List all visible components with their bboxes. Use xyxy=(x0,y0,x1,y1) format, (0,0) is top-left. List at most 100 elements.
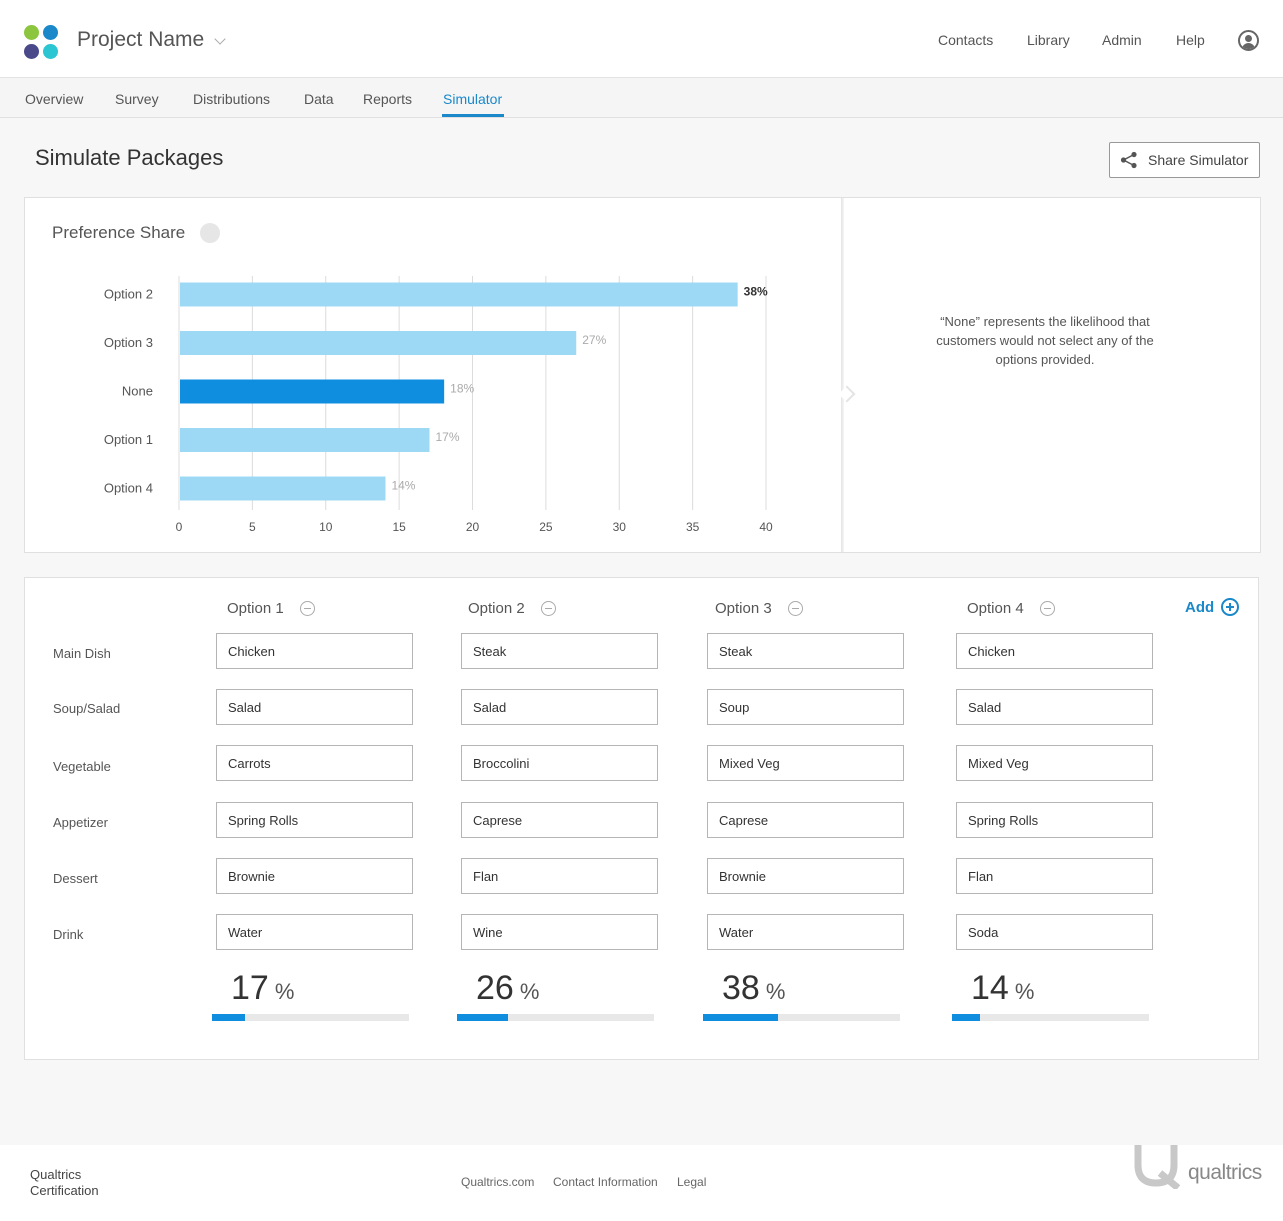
share-simulator-button[interactable]: Share Simulator xyxy=(1109,142,1260,178)
nav-admin[interactable]: Admin xyxy=(1102,32,1142,48)
top-bar: Project Name Contacts Library Admin Help xyxy=(0,0,1283,78)
attribute-dropdown[interactable]: Salad xyxy=(956,689,1153,725)
share-progress-fill xyxy=(457,1014,509,1021)
option-header: Option 4 xyxy=(967,600,1055,617)
option-title: Option 3 xyxy=(715,600,772,617)
tab-reports[interactable]: Reports xyxy=(363,91,413,107)
tab-data[interactable]: Data xyxy=(304,91,334,107)
attribute-dropdown[interactable]: Mixed Veg xyxy=(707,745,904,781)
attribute-dropdown[interactable]: Mixed Veg xyxy=(956,745,1153,781)
attribute-label: Vegetable xyxy=(53,759,111,774)
data-label: 27% xyxy=(582,333,606,347)
footer-brand: Qualtrics Certification xyxy=(30,1167,99,1199)
share-progress-fill xyxy=(212,1014,246,1021)
footer-link-qualtrics[interactable]: Qualtrics.com xyxy=(461,1175,535,1189)
attribute-dropdown[interactable]: Soda xyxy=(956,914,1153,950)
project-selector[interactable]: Project Name xyxy=(77,28,226,52)
attribute-dropdown[interactable]: Flan xyxy=(956,858,1153,894)
attribute-dropdown[interactable]: Soup xyxy=(707,689,904,725)
x-tick-label: 10 xyxy=(319,520,333,534)
percent-symbol: % xyxy=(274,979,295,1004)
option-share-percent: 17% xyxy=(231,969,294,1008)
tab-overview[interactable]: Overview xyxy=(25,91,84,107)
nav-contacts[interactable]: Contacts xyxy=(938,32,994,48)
tab-distributions[interactable]: Distributions xyxy=(193,91,271,107)
attribute-dropdown[interactable]: Chicken xyxy=(216,633,413,669)
preference-share-chart: 0 5 10 15 20 25 30 35 40 Option 2 38% Option 3 27% No… xyxy=(104,276,773,534)
remove-option-icon[interactable] xyxy=(540,601,556,616)
user-account-icon[interactable] xyxy=(1238,30,1259,51)
plus-circle-icon xyxy=(1221,598,1240,616)
x-tick-label: 40 xyxy=(759,520,773,534)
remove-option-icon[interactable] xyxy=(1039,601,1055,616)
footer-link-contact[interactable]: Contact Information xyxy=(553,1175,658,1189)
x-tick-label: 35 xyxy=(686,520,700,534)
attribute-dropdown[interactable]: Water xyxy=(707,914,904,950)
tab-survey[interactable]: Survey xyxy=(115,91,159,107)
option-share-percent: 14% xyxy=(971,969,1034,1008)
attribute-dropdown[interactable]: Wine xyxy=(461,914,658,950)
attribute-dropdown[interactable]: Caprese xyxy=(707,802,904,838)
attribute-dropdown[interactable]: Steak xyxy=(707,633,904,669)
remove-option-icon[interactable] xyxy=(299,601,315,616)
attribute-label: Appetizer xyxy=(53,815,108,830)
share-simulator-label: Share Simulator xyxy=(1148,152,1249,168)
logo-dot xyxy=(24,25,39,40)
attribute-dropdown[interactable]: Caprese xyxy=(461,802,658,838)
tab-bar: Overview Survey Distributions Data Repor… xyxy=(0,78,1283,118)
attribute-dropdown[interactable]: Broccolini xyxy=(461,745,658,781)
data-label: 18% xyxy=(450,382,474,396)
chevron-down-icon xyxy=(214,33,226,45)
attribute-dropdown[interactable]: Brownie xyxy=(216,858,413,894)
footer: Qualtrics Certification Qualtrics.com Co… xyxy=(0,1145,1283,1221)
attribute-dropdown[interactable]: Carrots xyxy=(216,745,413,781)
attribute-dropdown[interactable]: Brownie xyxy=(707,858,904,894)
x-tick-label: 0 xyxy=(176,520,183,534)
category-label: Option 3 xyxy=(104,335,153,350)
option-header: Option 2 xyxy=(468,600,556,617)
footer-link-legal[interactable]: Legal xyxy=(677,1175,707,1189)
remove-option-icon[interactable] xyxy=(787,601,803,616)
nav-help[interactable]: Help xyxy=(1176,32,1205,48)
bar xyxy=(180,282,738,307)
attribute-dropdown[interactable]: Flan xyxy=(461,858,658,894)
attribute-dropdown[interactable]: Steak xyxy=(461,633,658,669)
attribute-dropdown[interactable]: Chicken xyxy=(956,633,1153,669)
logo-dot xyxy=(43,25,58,40)
percent-symbol: % xyxy=(519,979,540,1004)
info-icon[interactable] xyxy=(200,223,220,243)
panel-divider xyxy=(841,198,844,552)
attribute-dropdown[interactable]: Salad xyxy=(461,689,658,725)
option-title: Option 1 xyxy=(227,600,284,617)
data-label: 38% xyxy=(744,285,768,299)
qualtrics-logo-icon xyxy=(1134,1145,1181,1189)
tab-simulator[interactable]: Simulator xyxy=(443,91,503,107)
add-option-label: Add xyxy=(1185,598,1215,616)
x-tick-label: 15 xyxy=(392,520,406,534)
share-progress-fill xyxy=(703,1014,778,1021)
project-name: Project Name xyxy=(77,28,205,51)
footer-brand-line2: Certification xyxy=(30,1183,99,1198)
brand-logo[interactable] xyxy=(24,25,58,59)
attribute-label: Main Dish xyxy=(53,646,111,661)
attribute-dropdown[interactable]: Water xyxy=(216,914,413,950)
option-title: Option 2 xyxy=(468,600,525,617)
x-tick-label: 20 xyxy=(466,520,480,534)
data-label: 14% xyxy=(391,479,415,493)
share-value: 26 xyxy=(476,969,514,1007)
user-icon-head xyxy=(1245,35,1252,42)
none-explanation-note: “None” represents the likelihood that cu… xyxy=(936,314,1154,367)
bar xyxy=(180,428,430,452)
footer-brand-line1: Qualtrics xyxy=(30,1167,82,1182)
percent-symbol: % xyxy=(1014,979,1035,1004)
attribute-dropdown[interactable]: Salad xyxy=(216,689,413,725)
bar xyxy=(180,476,386,501)
share-value: 38 xyxy=(722,969,760,1007)
nav-library[interactable]: Library xyxy=(1027,32,1070,48)
attribute-dropdown[interactable]: Spring Rolls xyxy=(216,802,413,838)
share-icon xyxy=(1120,151,1137,169)
active-tab-indicator xyxy=(442,114,504,117)
attribute-dropdown[interactable]: Spring Rolls xyxy=(956,802,1153,838)
add-option-button[interactable]: Add xyxy=(1185,598,1240,616)
share-value: 17 xyxy=(231,969,269,1007)
